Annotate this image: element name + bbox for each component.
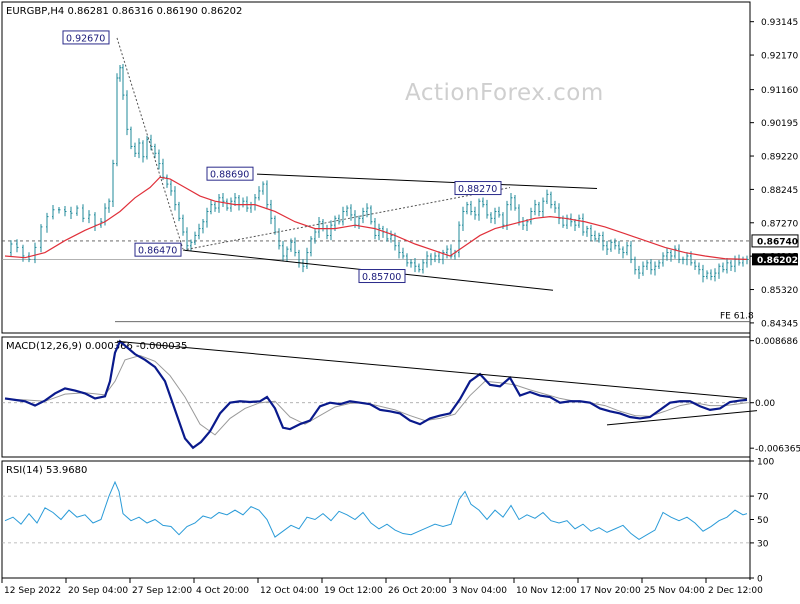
x-tick-label: 4 Oct 20:00 <box>196 586 249 596</box>
macd-signal-line <box>4 355 748 436</box>
x-tick-label: 17 Nov 20:00 <box>580 586 641 596</box>
symbol-header: EURGBP,H4 0.86281 0.86316 0.86190 0.8620… <box>6 6 242 17</box>
price-tick-label: 0.84345 <box>761 319 798 329</box>
macd-tick-label: -0.006365 <box>755 445 800 455</box>
upper-trendline <box>256 173 598 190</box>
level-price-box <box>751 234 799 248</box>
price-tick-label: 0.87270 <box>761 219 798 229</box>
rsi-header: RSI(14) 53.9680 <box>6 465 87 476</box>
label-low-box <box>358 269 406 284</box>
x-tick-label: 3 Nov 04:00 <box>452 586 507 596</box>
price-tick-label: 0.88245 <box>761 186 798 196</box>
moving-average-line <box>4 176 748 261</box>
x-tick-label: 25 Nov 04:00 <box>644 586 705 596</box>
rsi-tick-label: 100 <box>757 458 774 468</box>
macd-lower-trendline <box>606 410 758 426</box>
price-tick-label: 0.93145 <box>761 18 798 28</box>
label-high: 0.92670 <box>66 33 105 44</box>
fe-label: FE 61.8 <box>720 312 754 322</box>
label-swing-high-box <box>206 166 254 181</box>
rsi-line <box>4 480 748 540</box>
pane-frame-rsi <box>1 460 751 579</box>
macd-upper-trendline <box>116 340 748 399</box>
x-tick-label: 19 Oct 12:00 <box>324 586 383 596</box>
price-tick-label: 0.90195 <box>761 119 798 129</box>
price-tick-label: 0.89220 <box>761 153 798 163</box>
x-tick-label: 10 Nov 12:00 <box>516 586 577 596</box>
label-second-high-box <box>454 181 502 196</box>
label-swing-low: 0.86470 <box>138 246 177 257</box>
rsi-tick-label: 0 <box>757 575 763 585</box>
price-tick-label: 0.92170 <box>761 52 798 62</box>
x-tick-label: 12 Oct 04:00 <box>260 586 319 596</box>
current-price-label: 0.86202 <box>757 256 798 266</box>
x-tick-label: 26 Oct 20:00 <box>388 586 447 596</box>
dashed-projection-line <box>182 187 511 251</box>
rsi-tick-label: 70 <box>757 493 769 503</box>
pane-frame-price <box>1 1 751 334</box>
label-low: 0.85700 <box>362 272 401 283</box>
watermark: ActionForex.com <box>405 80 604 106</box>
price-tick-label: 0.91160 <box>761 86 798 96</box>
macd-header: MACD(12,26,9) 0.000366 -0.000035 <box>6 341 187 352</box>
x-tick-label: 20 Sep 04:00 <box>68 586 128 596</box>
macd-line <box>4 339 748 450</box>
macd-tick-label: 0.008686 <box>755 337 798 347</box>
level-price-label: 0.86740 <box>757 237 798 247</box>
x-tick-label: 27 Sep 12:00 <box>132 586 192 596</box>
rsi-tick-label: 30 <box>757 539 769 549</box>
label-high-box <box>62 30 110 45</box>
x-tick-label: 12 Sep 2022 <box>4 586 61 596</box>
label-swing-high: 0.88690 <box>210 170 249 181</box>
x-tick-label: 2 Dec 12:00 <box>708 586 763 596</box>
dashed-decline-line <box>116 37 184 250</box>
macd-tick-label: 0.00 <box>755 399 775 409</box>
price-tick-label: 0.85320 <box>761 286 798 296</box>
current-price-box <box>752 253 798 266</box>
rsi-tick-label: 50 <box>757 516 769 526</box>
label-swing-low-box <box>134 242 182 257</box>
label-second-high: 0.88270 <box>458 184 497 195</box>
